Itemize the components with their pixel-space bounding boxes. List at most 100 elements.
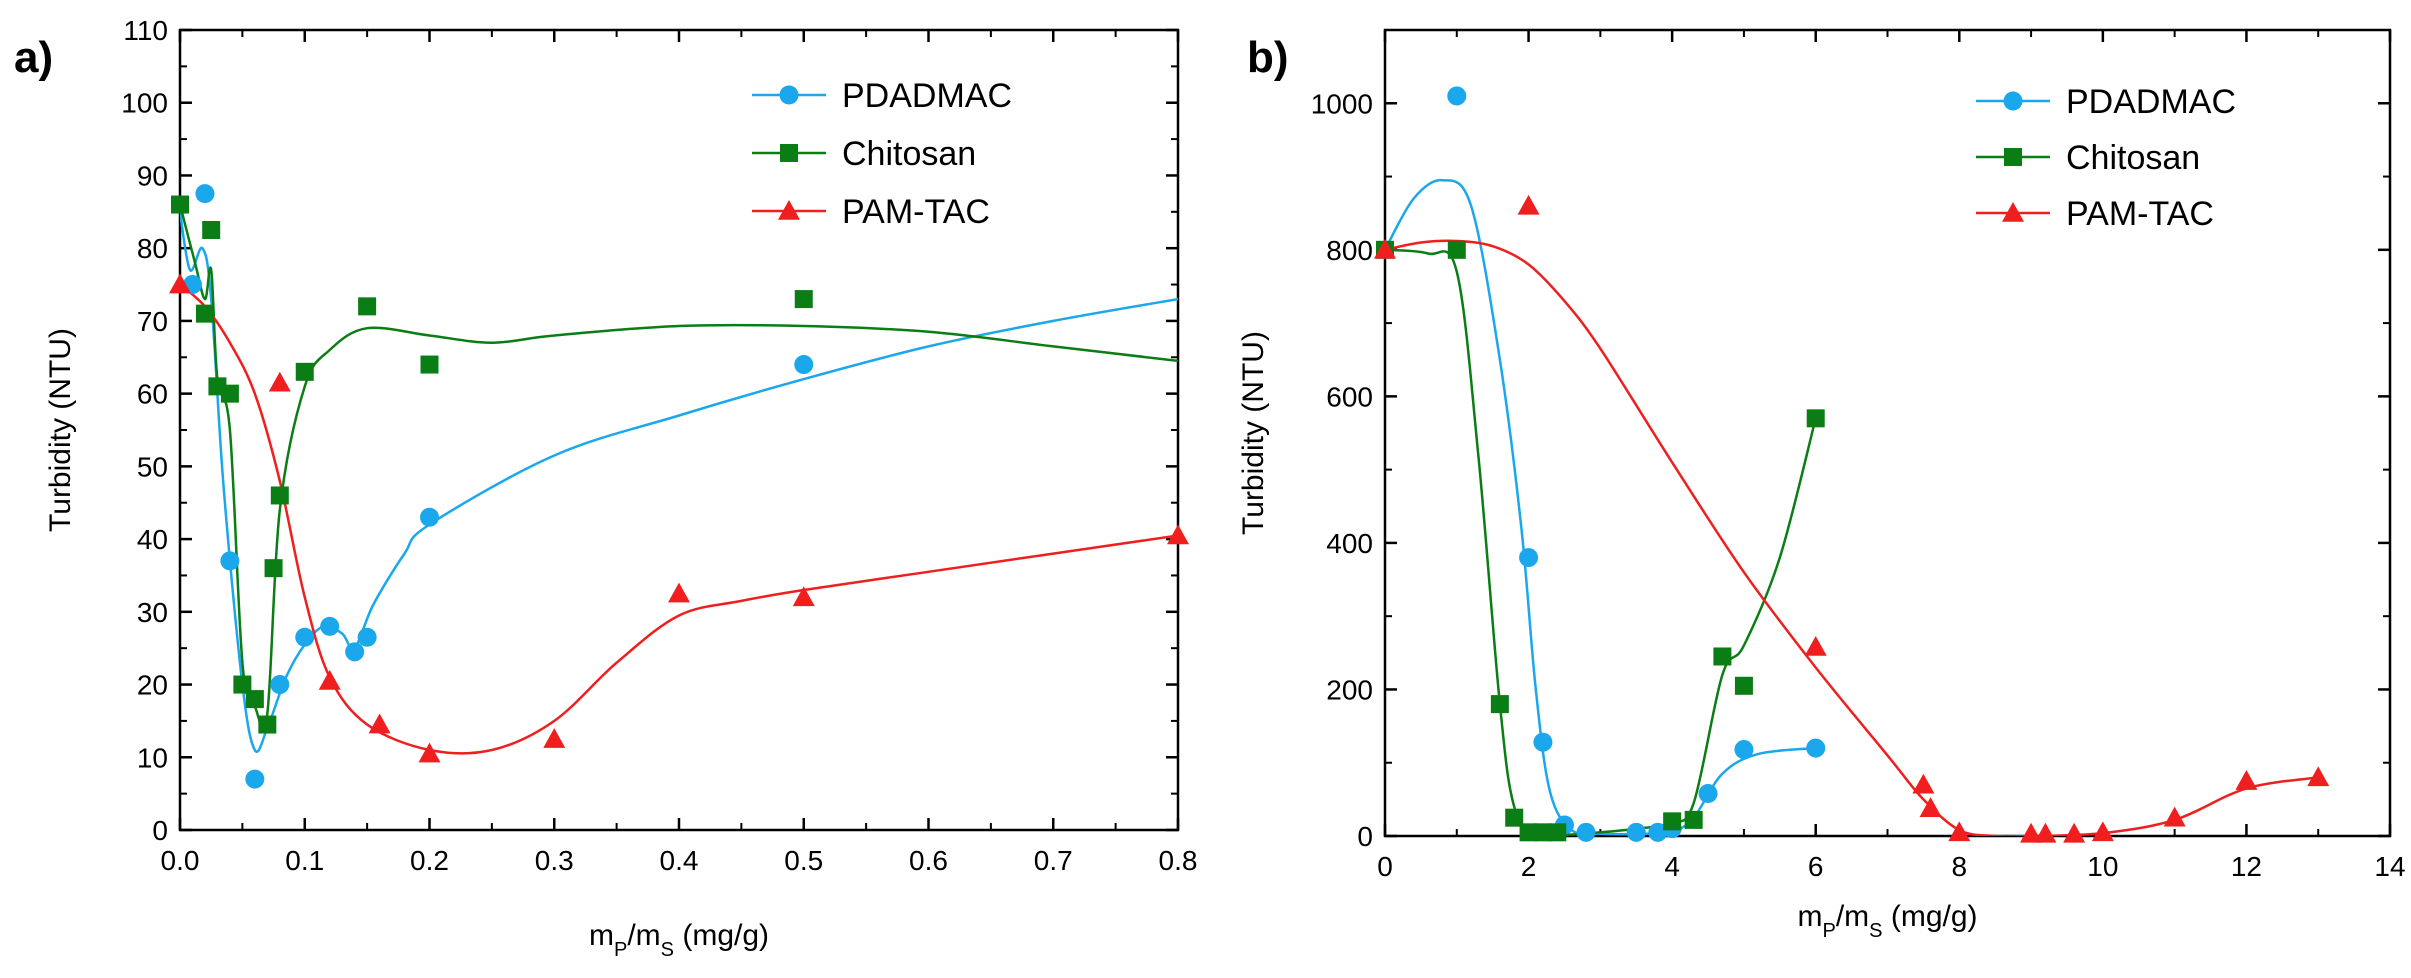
y-tick-label: 30: [137, 597, 168, 628]
chitosan-data-point: [171, 195, 189, 214]
pdadmac-data-point: [345, 642, 365, 662]
chitosan-data-point: [1505, 808, 1524, 827]
pdadmac-data-point: [1533, 732, 1553, 752]
y-tick-label: 0: [152, 815, 168, 846]
y-tick-label: 20: [137, 670, 168, 701]
pam-tac-data-point: [1517, 194, 1540, 215]
pdadmac-data-point: [357, 627, 377, 647]
panel-a-x-axis-label: mP/mS (mg/g): [589, 919, 769, 961]
pam-tac-data-point: [1948, 821, 1971, 842]
x-tick-label: 0.4: [660, 845, 699, 876]
y-tick-label: 10: [137, 742, 168, 773]
pam-tac-data-point: [1167, 524, 1189, 545]
legend-marker: [2002, 202, 2024, 222]
pam-tac-data-point: [2307, 766, 2330, 787]
y-tick-label: 1000: [1311, 88, 1373, 119]
legend-label: PDADMAC: [842, 77, 1012, 115]
panel-a-x-ticks: 0.0 0.1 0.2 0.3 0.4 0.5 0.6 0.7 0.8: [161, 30, 1197, 876]
pdadmac-data-point: [1626, 822, 1646, 842]
chitosan-fit-curve: [180, 204, 1178, 730]
legend-label: PAM-TAC: [842, 193, 990, 231]
chitosan-data-point: [258, 715, 277, 734]
panel-a-y-axis-label: Turbidity (NTU): [44, 328, 77, 532]
pdadmac-data-point: [1648, 822, 1668, 842]
panel-b-label: b): [1247, 33, 1289, 82]
chitosan-data-point: [220, 384, 239, 403]
chitosan-data-point: [295, 362, 314, 381]
chitosan-data-point: [270, 486, 289, 505]
y-tick-label: 40: [137, 524, 168, 555]
chitosan-data-point: [358, 297, 377, 316]
y-tick-label: 60: [137, 379, 168, 410]
pam-tac-data-point: [1804, 635, 1827, 656]
panel-b-y-ticks: 0 200 400 600 800 1000: [1311, 88, 2390, 852]
pdadmac-data-point: [220, 551, 240, 571]
pdadmac-data-point: [1519, 548, 1539, 568]
x-tick-label: 0.5: [784, 845, 823, 876]
x-tick-label: 0.7: [1034, 845, 1073, 876]
chitosan-data-point: [233, 675, 252, 694]
x-tick-label: 0.1: [285, 845, 324, 876]
pdadmac-fit-curve: [180, 211, 1178, 753]
y-tick-label: 200: [1326, 674, 1373, 705]
y-tick-label: 80: [137, 233, 168, 264]
legend-marker: [2003, 91, 2023, 111]
legend-marker: [2004, 148, 2022, 166]
pdadmac-data-point: [420, 507, 439, 527]
x-tick-label: 14: [2374, 851, 2405, 882]
pdadmac-data-point: [1734, 740, 1754, 760]
chitosan-data-point: [1490, 695, 1509, 714]
y-tick-label: 600: [1326, 381, 1373, 412]
y-tick-label: 100: [121, 88, 168, 119]
legend-label: PAM-TAC: [2066, 195, 2214, 233]
pam-tac-data-point: [2091, 821, 2114, 842]
panel-b-legend: PDADMAC Chitosan PAM-TAC: [1976, 83, 2236, 233]
chitosan-data-point: [195, 304, 214, 323]
pam-tac-data-point: [543, 728, 566, 748]
y-tick-label: 50: [137, 451, 168, 482]
x-tick-label: 0.6: [909, 845, 948, 876]
x-tick-label: 6: [1808, 851, 1824, 882]
panel-a: a) 0.0 0.1 0.2 0.3 0.4 0.5 0.6 0.7 0.8 0 10 20 30 40…: [14, 15, 1197, 961]
pam-tac-data-point: [792, 586, 815, 607]
pam-tac-data-point: [2235, 770, 2258, 790]
pdadmac-data-point: [794, 355, 814, 375]
panel-a-plot-frame: [178, 28, 1180, 832]
chitosan-fit-curve: [1385, 248, 1817, 836]
pdadmac-data-point: [270, 675, 290, 695]
pam-tac-data-point: [2020, 822, 2043, 843]
chitosan-data-point: [245, 690, 264, 709]
y-tick-label: 90: [137, 160, 168, 191]
x-tick-label: 0.0: [161, 845, 200, 876]
x-tick-label: 0.3: [535, 845, 574, 876]
chitosan-data-point: [1734, 676, 1753, 695]
chitosan-data-point: [420, 355, 439, 374]
panel-b-x-ticks: 0 2 4 6 8 10 12 14: [1377, 30, 2406, 882]
pam-tac-data-point: [1374, 238, 1396, 259]
pdadmac-data-point: [320, 616, 340, 636]
pam-tac-data-point: [2034, 822, 2057, 843]
pdadmac-data-point: [1806, 738, 1826, 758]
x-tick-label: 12: [2231, 851, 2262, 882]
x-tick-label: 8: [1951, 851, 1967, 882]
pam-tac-data-point: [169, 273, 191, 294]
pam-tac-data-point: [318, 669, 341, 690]
x-tick-label: 10: [2087, 851, 2118, 882]
pam-tac-fit-curve: [180, 283, 1178, 755]
chitosan-data-point: [264, 559, 283, 578]
panel-b-markers: [1374, 86, 2330, 843]
panel-b-x-axis-label: mP/mS (mg/g): [1797, 900, 1977, 942]
pam-tac-data-point: [268, 371, 291, 392]
y-tick-label: 70: [137, 306, 168, 337]
chitosan-data-point: [1533, 823, 1552, 842]
chitosan-data-point: [794, 290, 813, 309]
pam-tac-data-point: [418, 742, 441, 763]
y-tick-label: 110: [123, 15, 168, 46]
legend-label: Chitosan: [842, 135, 976, 173]
panel-a-fit-curves: [180, 204, 1178, 755]
panel-b-fit-curves: [1385, 178, 2319, 836]
panel-b: b) 0 2 4 6 8 10 12 14 0 200 400 600 800 1000 PDADMAC…: [1237, 28, 2406, 942]
pdadmac-data-point: [1447, 86, 1467, 106]
pdadmac-data-point: [295, 627, 315, 647]
